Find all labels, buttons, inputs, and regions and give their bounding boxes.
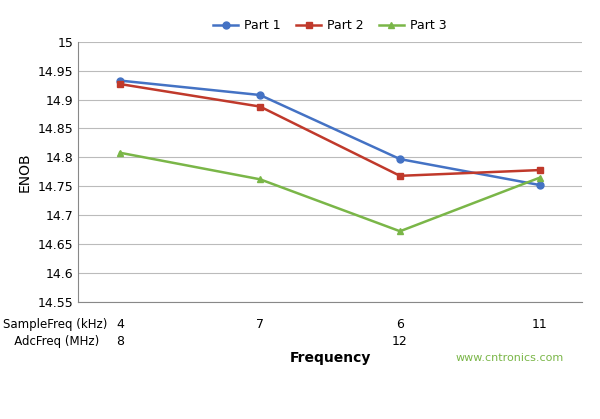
Part 3 bbox=[397, 229, 404, 234]
Line: Part 3: Part 3 bbox=[116, 149, 544, 235]
Text: Frequency: Frequency bbox=[289, 351, 371, 365]
Part 2 bbox=[397, 173, 404, 178]
Text: 6: 6 bbox=[396, 318, 404, 331]
Part 3 bbox=[536, 175, 544, 180]
Part 2 bbox=[256, 104, 263, 109]
Text: 12: 12 bbox=[392, 335, 408, 348]
Text: 11: 11 bbox=[532, 318, 548, 331]
Line: Part 2: Part 2 bbox=[116, 80, 544, 179]
Part 1 bbox=[116, 78, 124, 83]
Text: 4: 4 bbox=[116, 318, 124, 331]
Part 1 bbox=[536, 183, 544, 188]
Line: Part 1: Part 1 bbox=[116, 77, 544, 189]
Legend: Part 1, Part 2, Part 3: Part 1, Part 2, Part 3 bbox=[208, 14, 452, 37]
Text: AdcFreq (MHz): AdcFreq (MHz) bbox=[3, 335, 99, 348]
Part 1 bbox=[397, 157, 404, 162]
Text: SampleFreq (kHz): SampleFreq (kHz) bbox=[3, 318, 107, 331]
Text: 7: 7 bbox=[256, 318, 264, 331]
Part 2 bbox=[536, 168, 544, 173]
Part 3 bbox=[116, 150, 124, 155]
Y-axis label: ENOB: ENOB bbox=[18, 152, 32, 191]
Part 3 bbox=[256, 177, 263, 182]
Part 2 bbox=[116, 82, 124, 87]
Part 1 bbox=[256, 93, 263, 98]
Text: www.cntronics.com: www.cntronics.com bbox=[456, 353, 564, 363]
Text: 8: 8 bbox=[116, 335, 124, 348]
